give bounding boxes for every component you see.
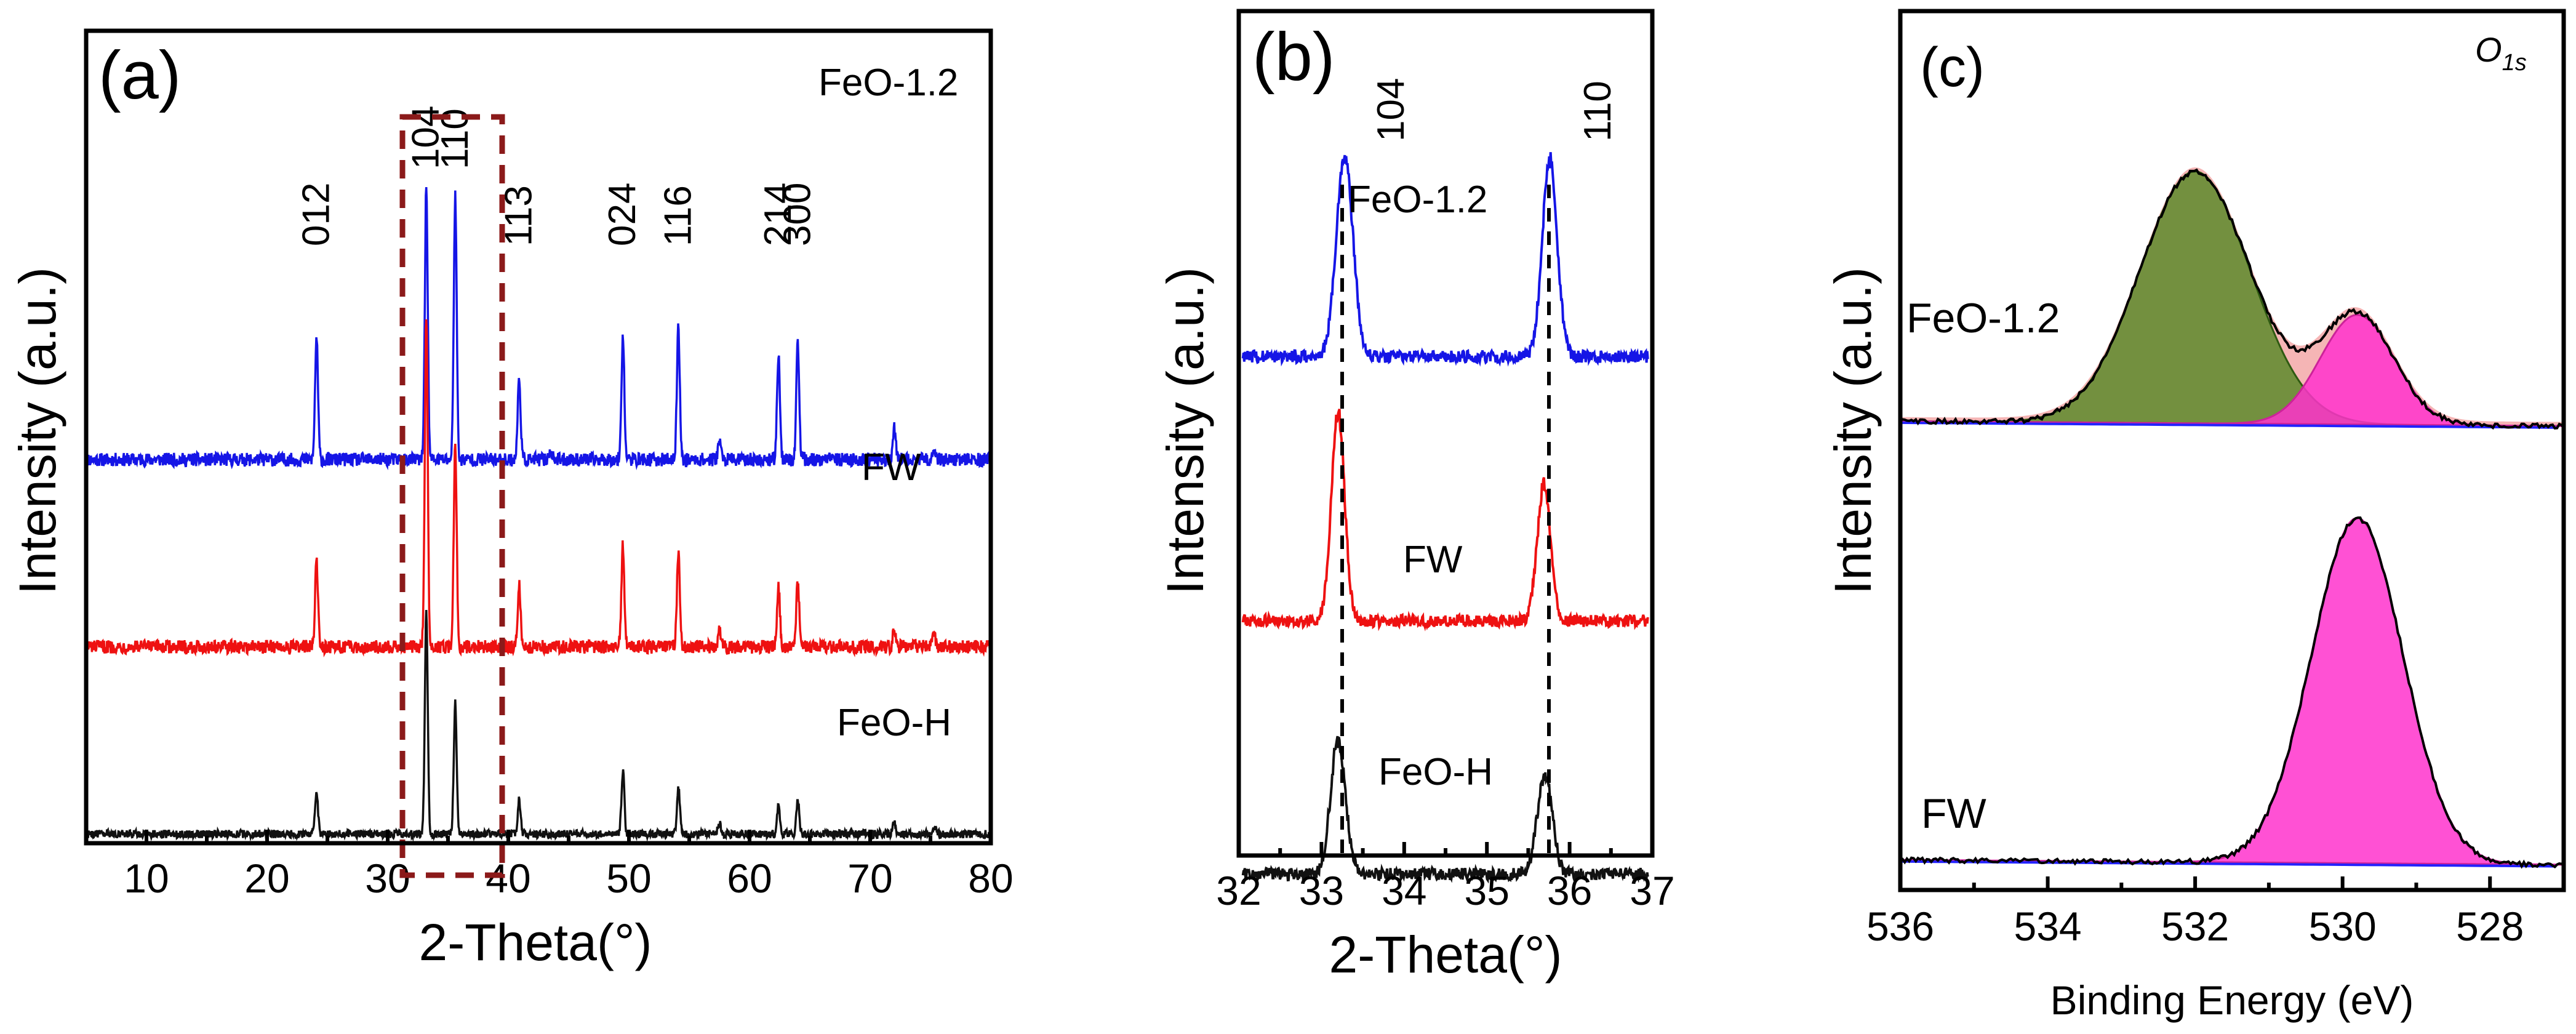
- panel-a-label-fw: FW: [862, 446, 921, 489]
- panel-c-xtick-label: 536: [1866, 904, 1934, 949]
- panel-c-component-feo12-magenta: [1900, 314, 2564, 427]
- panel-a-ylabel: Intensity (a.u.): [9, 267, 66, 595]
- panel-b-series-feo12: [1241, 152, 1649, 367]
- panel-c-xps-o1s: 536 534 532 530 528 (c) O1s FeO-1.2 FW Bindi…: [1824, 9, 2566, 1023]
- panel-b-label-feoh: FeO-H: [1378, 751, 1493, 793]
- panel-c-label-fw: FW: [1921, 790, 1986, 837]
- panel-c-label-feo12: FeO-1.2: [1906, 295, 2060, 342]
- panel-c-ylabel: Intensity (a.u.): [1824, 267, 1882, 595]
- panel-c-title: O1s: [2475, 30, 2527, 76]
- panel-b-xlabel: 2-Theta(°): [1329, 926, 1562, 984]
- panel-a-hkl-116: 116: [657, 185, 699, 246]
- panel-c-label: (c): [1920, 37, 1985, 98]
- panel-c-baseline-feo12: [1900, 421, 2557, 429]
- panel-b-hkl-110: 110: [1577, 81, 1619, 142]
- highlight-box-104-110: [399, 114, 505, 878]
- panel-a-label-feo12: FeO-1.2: [818, 62, 958, 104]
- panel-a-hkl-024: 024: [601, 183, 644, 246]
- panel-b-label-fw: FW: [1403, 539, 1463, 581]
- panel-a-hkl-300: 300: [776, 183, 818, 246]
- panel-a-xtick-label: 80: [968, 856, 1013, 901]
- panel-b-xtick-label: 37: [1630, 868, 1674, 913]
- panel-a-hkl-214: 214: [757, 183, 799, 246]
- panel-b-xtick-label: 33: [1299, 868, 1344, 913]
- panel-a-xtick-label: 10: [124, 856, 169, 901]
- panel-c-raw-fw: [1900, 516, 2564, 869]
- panel-a-series-feoh: [85, 610, 991, 843]
- panel-c-component-fw-magenta: [1900, 517, 2564, 866]
- panel-a-xtick-label: 20: [244, 856, 289, 901]
- panel-b-xtick-label: 34: [1382, 868, 1426, 913]
- panel-b-ylabel: Intensity (a.u.): [1156, 267, 1214, 595]
- panel-a-frame: [84, 28, 993, 846]
- panel-b-hkl-104: 104: [1370, 78, 1412, 142]
- panel-a-series-feo12: [85, 186, 991, 470]
- panel-a-xlabel: 2-Theta(°): [418, 913, 652, 971]
- panel-c-frame: [1898, 9, 2566, 892]
- panel-b-xtick-label: 35: [1464, 868, 1509, 913]
- panel-a-hkl-012: 012: [295, 183, 337, 246]
- panel-a-label-feoh: FeO-H: [837, 702, 951, 744]
- panel-a-xtick-label: 30: [365, 856, 410, 901]
- panel-c-xtick-label: 528: [2456, 904, 2524, 949]
- panel-c-raw-feo12: [1899, 168, 2565, 430]
- panel-a-xtick-label: 60: [727, 856, 772, 901]
- panel-c-xtick-label: 530: [2309, 904, 2377, 949]
- panel-b-frame: [1236, 9, 1655, 858]
- panel-c-title-sub: 1s: [2502, 50, 2527, 76]
- panel-b-series-fw: [1241, 408, 1649, 631]
- panel-a-xtick-label: 70: [847, 856, 892, 901]
- panel-c-xtick-label: 532: [2161, 904, 2229, 949]
- panel-c-xtick-label: 534: [2014, 904, 2081, 949]
- panel-c-title-main: O: [2475, 30, 2502, 69]
- panel-c-xlabel: Binding Energy (eV): [2050, 977, 2414, 1023]
- panel-a-label: (a): [98, 38, 181, 113]
- panel-b-xtick-label: 32: [1216, 868, 1261, 913]
- panel-b-xtick-label: 36: [1547, 868, 1592, 913]
- panel-a-xtick-label: 40: [486, 856, 530, 901]
- panel-b-label: (b): [1252, 19, 1335, 95]
- panel-b-xrd-zoom: 32 33 34 35 36 37 104 110 (b) FeO-1.2 FW FeO-H…: [1156, 9, 1675, 984]
- panel-c-baseline-fw: [1900, 860, 2557, 868]
- panel-a-series-fw: [85, 319, 991, 658]
- panel-b-label-feo12: FeO-1.2: [1348, 178, 1487, 221]
- panel-a-xtick-label: 50: [606, 856, 651, 901]
- panel-b-series-feoh: [1241, 735, 1649, 885]
